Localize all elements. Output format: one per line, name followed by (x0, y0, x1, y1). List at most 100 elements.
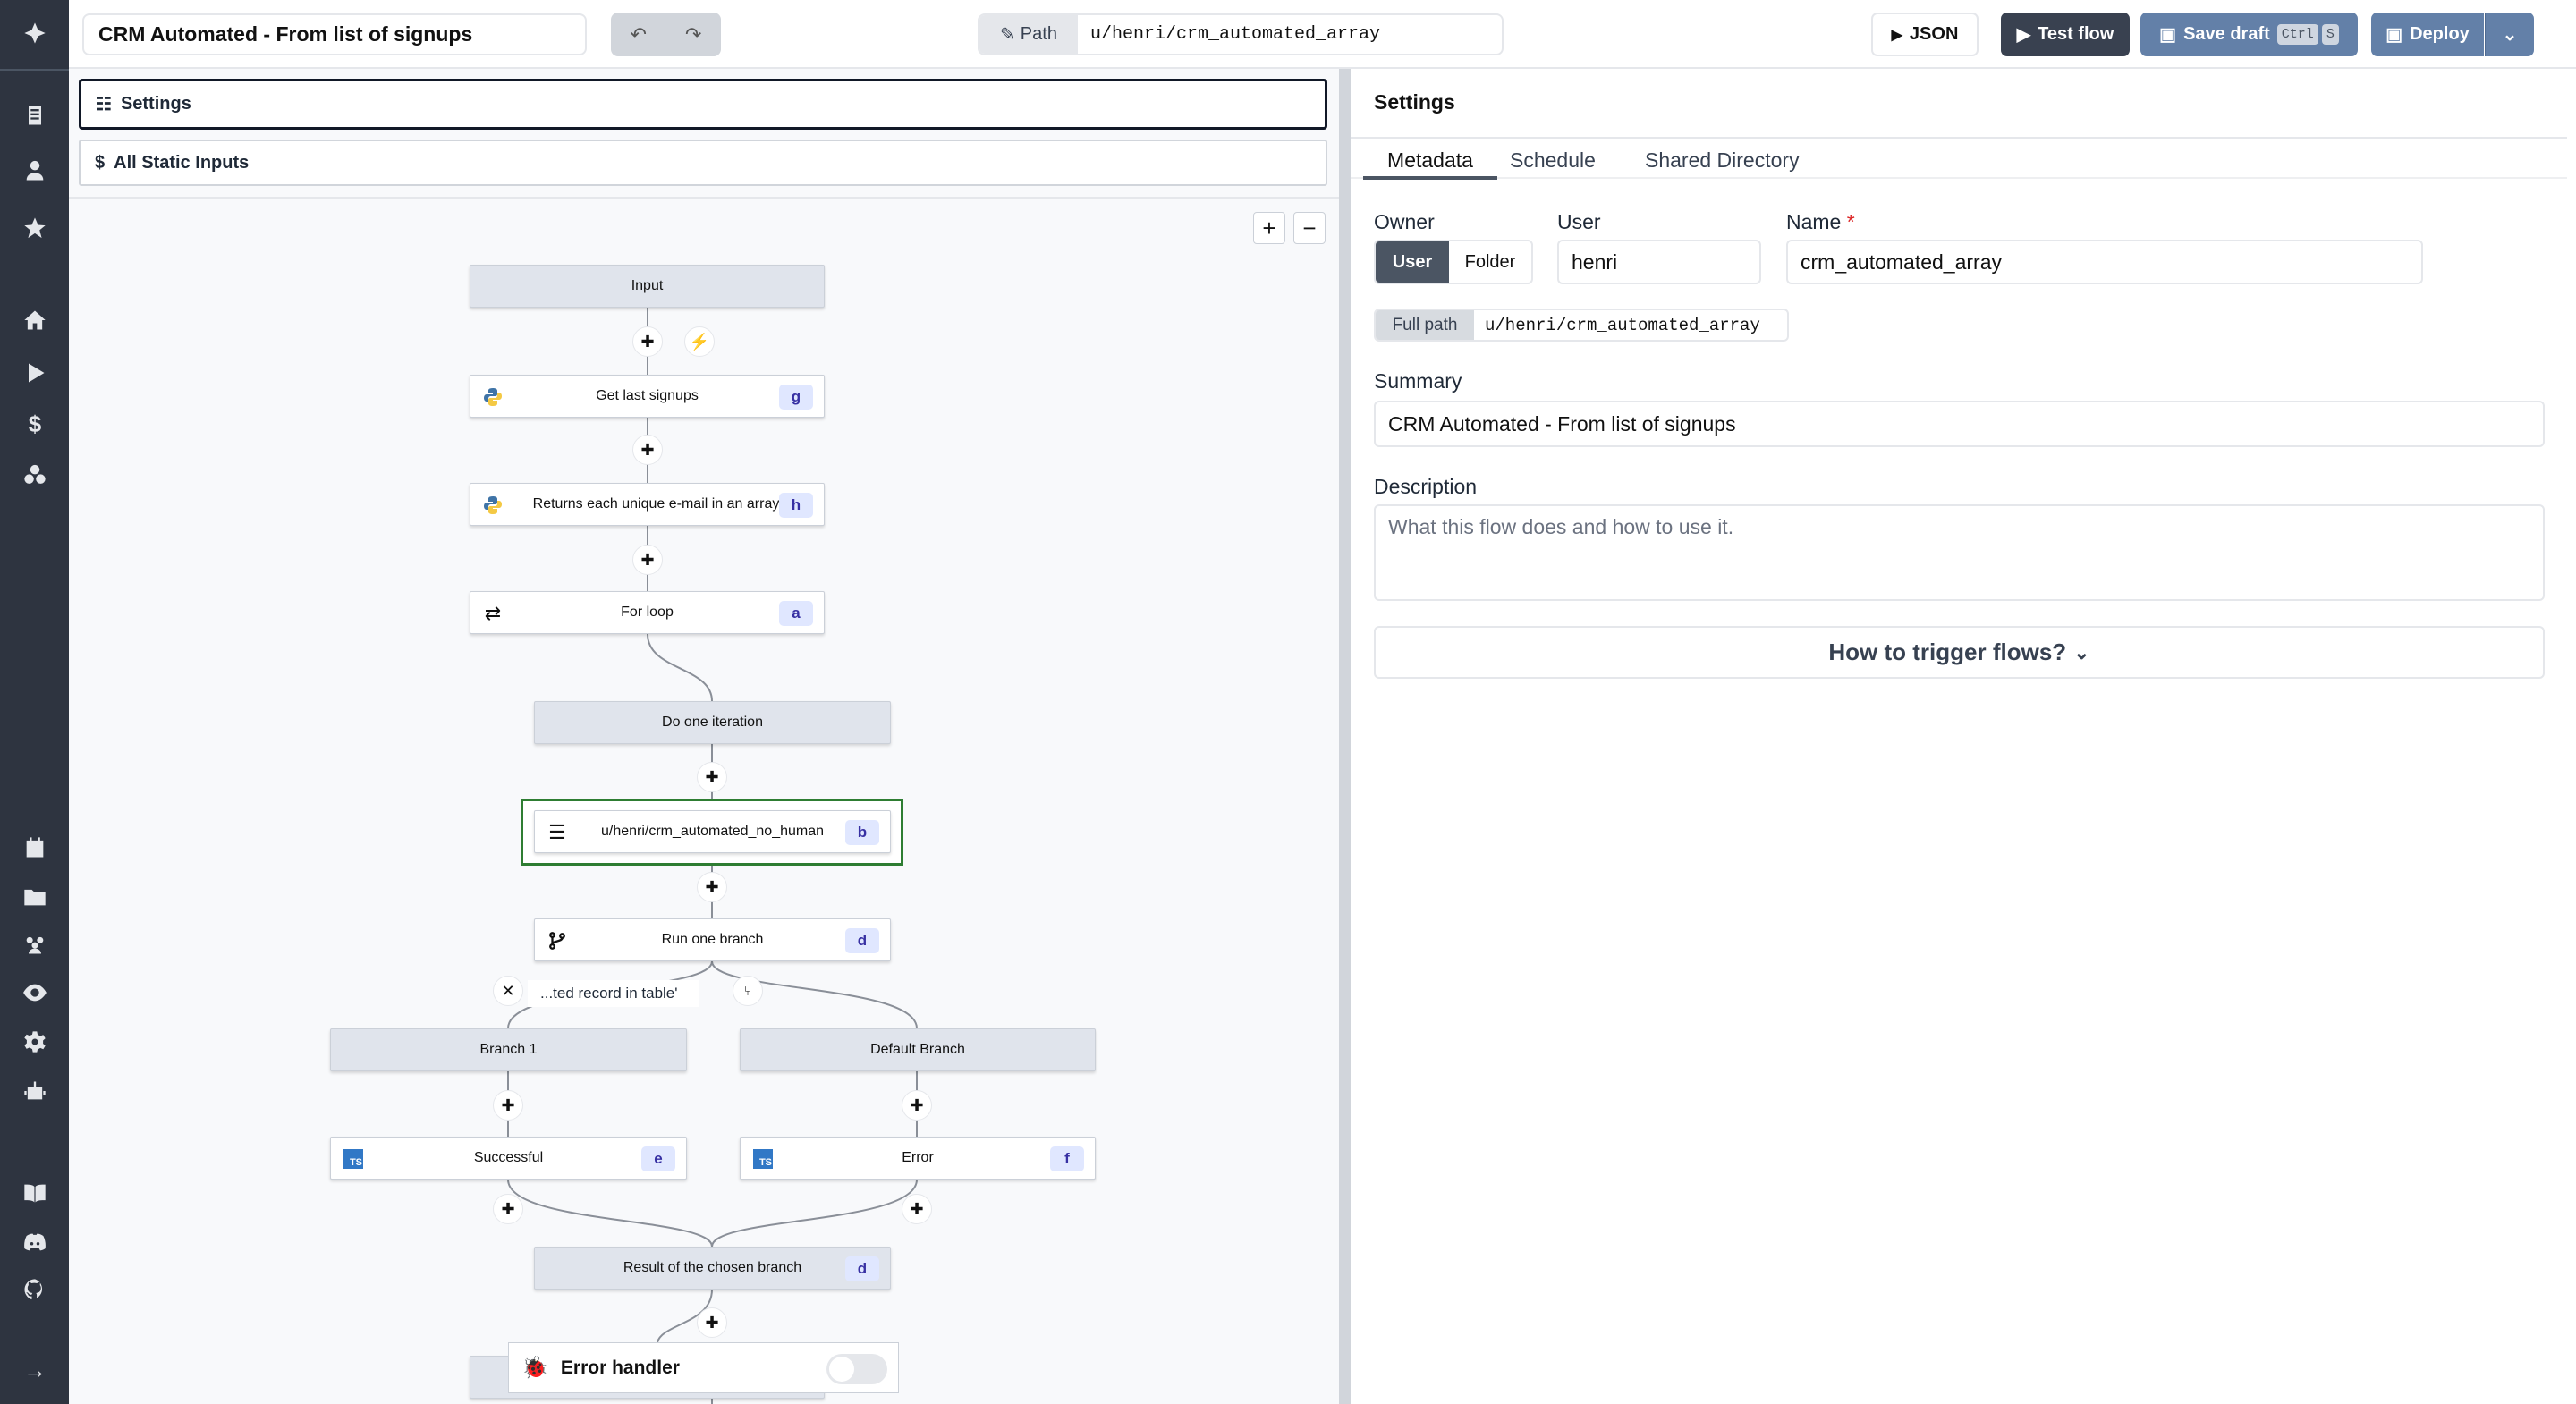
json-button[interactable]: ▶ JSON (1871, 13, 1979, 56)
full-path-value: u/henri/crm_automated_array (1485, 315, 1760, 335)
folder-icon[interactable] (20, 882, 50, 912)
typescript-icon: TS (751, 1147, 775, 1171)
add-step-plus-icon[interactable]: ✚ (697, 762, 727, 792)
flow-node[interactable]: Get last signups g (470, 375, 825, 418)
discord-icon[interactable] (20, 1227, 50, 1257)
runs-icon[interactable] (20, 358, 50, 388)
tab-metadata[interactable]: Metadata (1363, 144, 1497, 180)
docs-book-icon[interactable] (20, 1178, 50, 1208)
settings-pane: Settings Metadata Schedule Shared Direct… (1351, 69, 2576, 1404)
add-step-plus-icon[interactable]: ✚ (632, 435, 663, 465)
zoom-in-button[interactable]: + (1253, 212, 1285, 244)
full-path-display: Full path u/henri/crm_automated_array (1374, 309, 1789, 342)
save-draft-button[interactable]: ▣ Save draft Ctrl S (2140, 13, 2358, 56)
name-input[interactable]: crm_automated_array (1786, 240, 2423, 284)
node-id-badge: b (845, 820, 879, 845)
user-input[interactable]: henri (1557, 240, 1761, 284)
flow-node-branch[interactable]: Branch 1 (330, 1028, 687, 1071)
node-id-badge: g (779, 385, 813, 410)
sliders-icon: ☷ (96, 95, 112, 114)
owner-option-folder[interactable]: Folder (1464, 251, 1516, 272)
home-icon[interactable] (20, 305, 50, 335)
tab-shared-directory[interactable]: Shared Directory (1645, 148, 1800, 172)
error-handler-panel: 🐞 Error handler (508, 1342, 899, 1393)
node-id-badge: a (779, 601, 813, 626)
remove-branch-x-icon[interactable]: ✕ (493, 976, 523, 1006)
resources-icon[interactable] (20, 460, 50, 490)
flow-node[interactable]: TS Successful e (330, 1137, 687, 1180)
owner-toggle: User Folder (1374, 240, 1533, 284)
add-step-plus-icon[interactable]: ✚ (493, 1194, 523, 1224)
add-branch-icon[interactable]: ⑂ (733, 976, 763, 1006)
schedule-icon[interactable] (20, 833, 50, 863)
dollar-icon[interactable]: $ (28, 410, 42, 437)
zoom-out-button[interactable]: − (1293, 212, 1326, 244)
owner-option-user[interactable]: User (1376, 241, 1449, 283)
add-step-plus-icon[interactable]: ✚ (632, 326, 663, 357)
summary-input[interactable]: CRM Automated - From list of signups (1374, 401, 2545, 447)
branch-condition-label[interactable]: ...ted record in table' (528, 980, 699, 1007)
add-step-plus-icon[interactable]: ✚ (493, 1090, 523, 1121)
flow-title-input[interactable]: CRM Automated - From list of signups (82, 13, 587, 55)
user-label: User (1557, 210, 1601, 233)
node-id-badge: h (779, 493, 813, 518)
deploy-button[interactable]: ▣ Deploy (2371, 13, 2484, 56)
divider (1351, 137, 2567, 139)
export-icon: ▶ (1891, 27, 1902, 43)
add-step-plus-icon[interactable]: ✚ (697, 1307, 727, 1338)
pane-resize-handle[interactable] (1339, 69, 1351, 1404)
settings-gear-icon[interactable] (20, 1027, 50, 1057)
flow-node[interactable]: Run one branch d (534, 918, 891, 961)
flow-node[interactable]: ⇄ For loop a (470, 591, 825, 634)
chevron-down-icon: ⌄ (2073, 640, 2090, 664)
add-step-plus-icon[interactable]: ✚ (902, 1194, 932, 1224)
description-textarea[interactable]: What this flow does and how to use it. (1374, 504, 2545, 601)
windmill-logo-icon[interactable] (20, 18, 50, 48)
all-static-inputs-row[interactable]: $ All Static Inputs (79, 140, 1327, 186)
tab-schedule[interactable]: Schedule (1510, 148, 1596, 172)
typescript-icon: TS (342, 1147, 365, 1171)
add-step-plus-icon[interactable]: ✚ (697, 872, 727, 902)
python-icon (481, 494, 504, 517)
node-id-badge: f (1050, 1146, 1084, 1171)
flow-node-iteration[interactable]: Do one iteration (534, 701, 891, 744)
summary-label: Summary (1374, 369, 1462, 393)
bug-icon: 🐞 (521, 1356, 548, 1380)
deploy-options-chevron-icon[interactable]: ⌄ (2485, 13, 2534, 56)
full-path-label: Full path (1376, 310, 1474, 340)
path-input[interactable]: u/henri/crm_automated_array (1090, 24, 1381, 45)
divider (69, 197, 1339, 199)
error-handler-label: Error handler (560, 1357, 680, 1378)
bot-icon[interactable] (20, 1076, 50, 1106)
add-step-plus-icon[interactable]: ✚ (902, 1090, 932, 1121)
undo-icon[interactable]: ↶ (630, 22, 647, 46)
how-to-trigger-flows-button[interactable]: How to trigger flows? ⌄ (1374, 626, 2545, 679)
flow-node[interactable]: Returns each unique e-mail in an array h (470, 483, 825, 526)
flow-node-branch[interactable]: Default Branch (740, 1028, 1096, 1071)
star-icon[interactable] (20, 213, 50, 243)
shortcut-key: S (2321, 24, 2339, 45)
shortcut-key: Ctrl (2276, 24, 2318, 45)
flow-node-selected[interactable]: ☰ u/henri/crm_automated_no_human b (534, 810, 891, 853)
settings-title: Settings (1374, 90, 1455, 114)
user-icon[interactable] (20, 156, 50, 186)
redo-icon[interactable]: ↷ (685, 22, 702, 46)
path-field: ✎ Path u/henri/crm_automated_array (978, 13, 1504, 55)
python-icon (481, 385, 504, 409)
node-id-badge: d (845, 928, 879, 953)
tabs-border (1351, 177, 2567, 179)
flow-node-result[interactable]: Result of the chosen branch d (534, 1247, 891, 1290)
groups-icon[interactable] (20, 929, 50, 960)
trigger-bolt-icon[interactable]: ⚡ (684, 326, 715, 357)
github-icon[interactable] (20, 1274, 50, 1305)
test-flow-button[interactable]: ▶ Test flow (2001, 13, 2130, 56)
settings-row[interactable]: ☷ Settings (79, 79, 1327, 130)
scripts-icon[interactable] (20, 100, 50, 131)
error-handler-toggle[interactable] (826, 1354, 887, 1384)
dollar-icon: $ (95, 152, 106, 173)
audit-eye-icon[interactable] (20, 977, 50, 1008)
flow-node[interactable]: TS Error f (740, 1137, 1096, 1180)
expand-sidebar-arrow-icon[interactable]: → (23, 1356, 47, 1383)
flow-node-input[interactable]: Input (470, 265, 825, 308)
add-step-plus-icon[interactable]: ✚ (632, 545, 663, 575)
